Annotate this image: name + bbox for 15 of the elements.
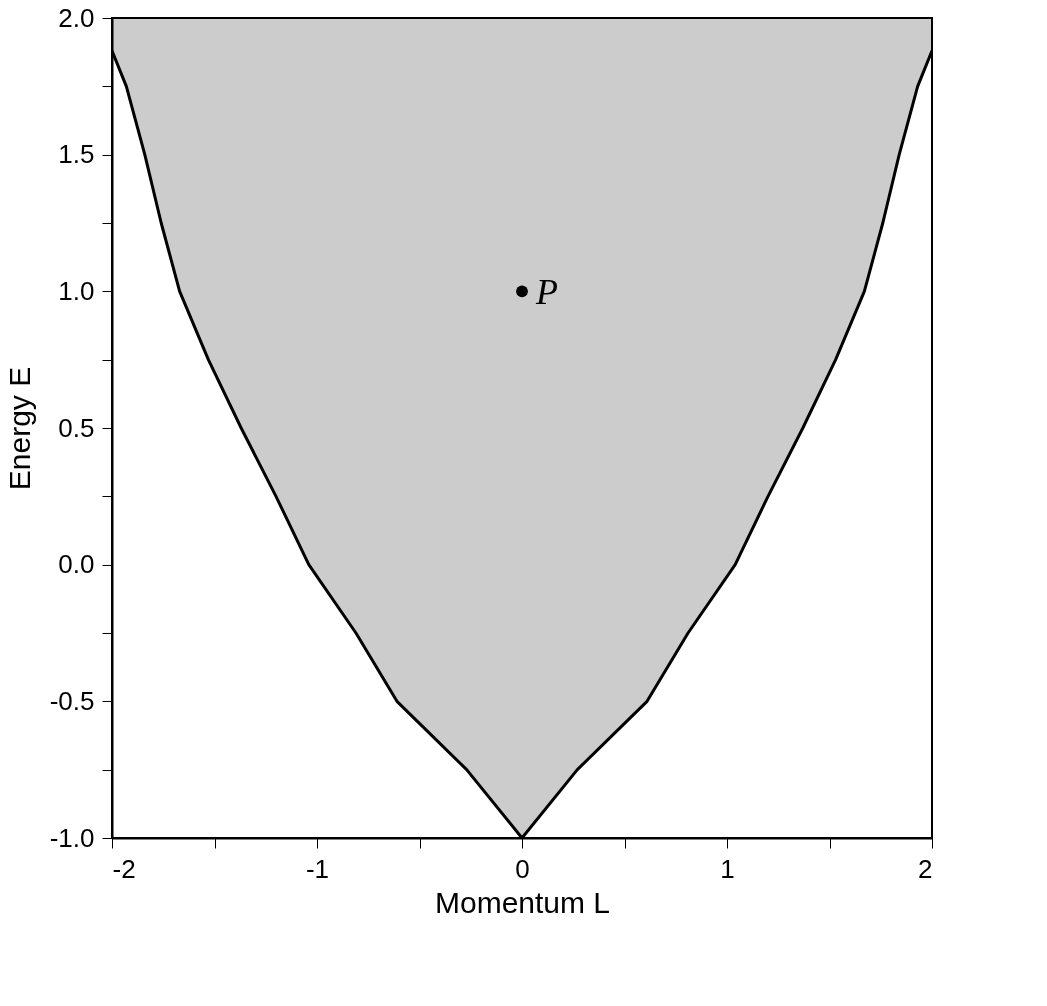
y-axis-title: Energy E xyxy=(2,366,36,491)
y-tick-label: 2.0 xyxy=(58,2,95,33)
y-tick-label: -1.0 xyxy=(49,822,95,853)
x-tick-label: 0 xyxy=(515,853,530,884)
y-tick-label: 0.0 xyxy=(58,549,95,580)
x-axis-title: Momentum L xyxy=(434,885,611,919)
y-tick-label: -0.5 xyxy=(49,685,95,716)
x-tick-label: 1 xyxy=(720,853,735,884)
x-tick-label: -2 xyxy=(112,853,136,884)
y-tick-label: 0.5 xyxy=(58,412,95,443)
y-tick-label: 1.5 xyxy=(58,139,95,170)
y-tick-label: 1.0 xyxy=(58,275,95,306)
series-label: P xyxy=(535,272,558,313)
x-tick-label: 2 xyxy=(918,853,933,884)
x-tick-label: -1 xyxy=(305,853,330,884)
